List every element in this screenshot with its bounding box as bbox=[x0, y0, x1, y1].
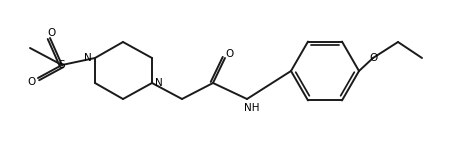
Text: NH: NH bbox=[244, 103, 260, 113]
Text: O: O bbox=[48, 28, 56, 38]
Text: N: N bbox=[84, 53, 92, 63]
Text: O: O bbox=[28, 77, 36, 87]
Text: N: N bbox=[155, 78, 163, 88]
Text: O: O bbox=[226, 49, 234, 59]
Text: O: O bbox=[369, 53, 377, 63]
Text: S: S bbox=[59, 60, 65, 70]
